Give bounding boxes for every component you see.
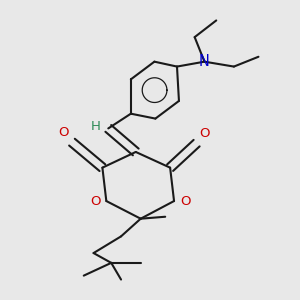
Text: O: O [180, 194, 190, 208]
Text: N: N [199, 54, 210, 69]
Text: O: O [200, 127, 210, 140]
Text: O: O [90, 194, 101, 208]
Text: H: H [91, 120, 101, 134]
Text: O: O [58, 126, 69, 139]
